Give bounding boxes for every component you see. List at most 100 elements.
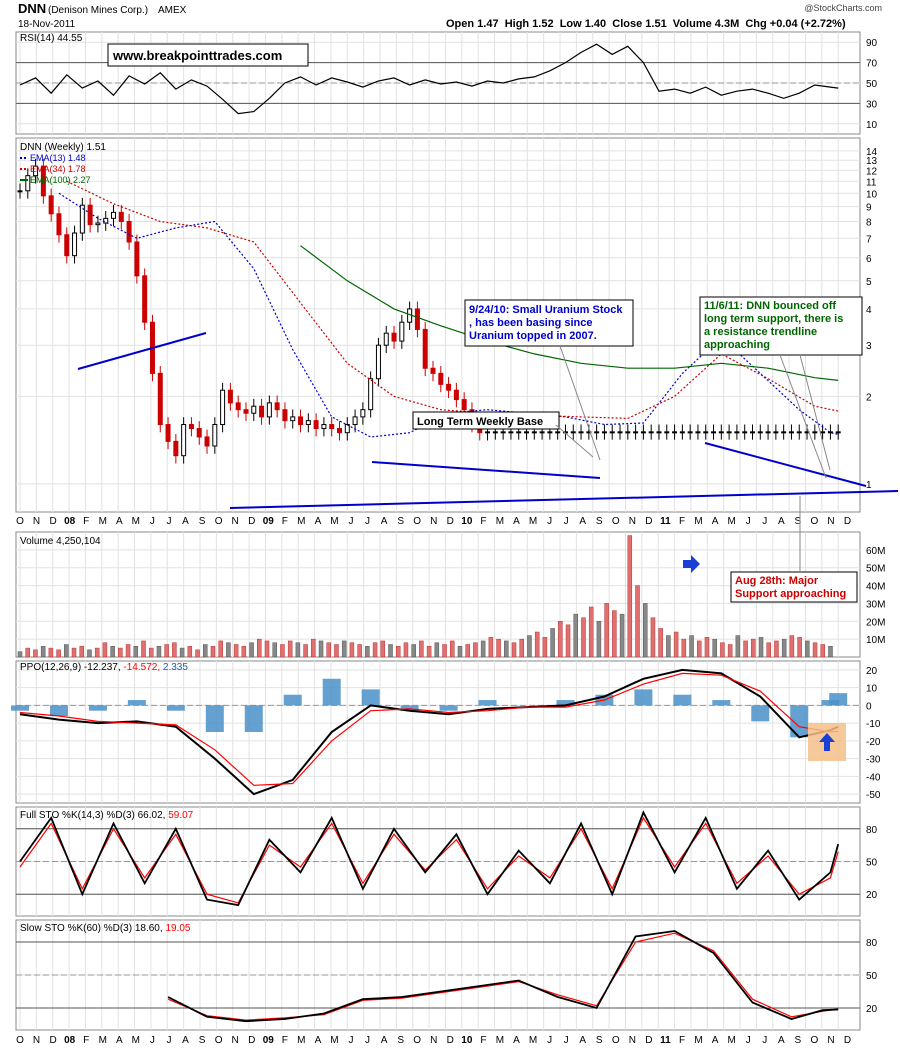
volume-title: Volume 4,250,104 (20, 536, 101, 547)
candle-body (72, 232, 78, 257)
x-tick: M (99, 516, 107, 527)
volume-bar (426, 646, 432, 658)
x-tick: 08 (64, 516, 76, 527)
candle-body (383, 332, 389, 346)
x-tick-bottom: J (150, 1035, 155, 1046)
candle-body (235, 402, 241, 411)
candle-body (788, 431, 794, 434)
candle-body (664, 431, 670, 434)
candle-body (640, 431, 646, 434)
volume-bar (658, 628, 663, 658)
volume-bar (635, 585, 640, 658)
price-y-tick: 13 (866, 156, 878, 167)
x-tick: J (746, 516, 751, 527)
callout-box-base (464, 299, 634, 347)
volume-bar (118, 647, 123, 658)
volume-bar (172, 642, 177, 658)
candle-body (220, 389, 226, 426)
volume-bar (419, 640, 424, 658)
blue-arrow-icon (683, 555, 700, 573)
x-tick-bottom: A (116, 1035, 123, 1046)
volume-bar (148, 647, 154, 658)
candle-body (111, 211, 117, 219)
ema-2-line (300, 245, 839, 381)
volume-bar (720, 642, 725, 658)
volume-bar (195, 649, 200, 658)
candle-body (547, 431, 553, 434)
volume-bar (442, 644, 447, 658)
x-tick-bottom: S (397, 1035, 404, 1046)
full-sto-title: Full STO %K(14,3) %D(3) 66.02, 59.07 (20, 810, 194, 821)
ppo-frame (15, 660, 861, 804)
candle-body (188, 424, 194, 430)
candle-body (718, 431, 724, 434)
ppo-title: PPO(12,26,9) -12.237, -14.572, 2.335 (20, 662, 188, 673)
volume-bar (64, 644, 69, 658)
volume-bar (341, 640, 347, 658)
x-tick: F (480, 516, 486, 527)
x-tick: A (381, 516, 388, 527)
candle-body (321, 424, 327, 430)
volume-bar (303, 644, 308, 658)
volume-bar (550, 628, 555, 658)
volume-bar (334, 644, 339, 658)
ppo-histogram-bar (11, 705, 29, 711)
volume-bar (450, 640, 455, 658)
x-tick-bottom: S (199, 1035, 206, 1046)
candle-body (453, 389, 459, 401)
x-tick-bottom: D (49, 1035, 56, 1046)
x-tick-bottom: D (844, 1035, 851, 1046)
rsi-y-tick: 30 (866, 99, 878, 110)
candle-body (633, 431, 639, 434)
candle-body (812, 431, 818, 434)
ppo-histogram-bar (478, 700, 497, 706)
volume-bar (666, 635, 671, 658)
volume-bar (457, 646, 463, 658)
candle-body (446, 383, 452, 391)
rsi-y-tick: 10 (866, 120, 878, 131)
volume-bar (689, 635, 694, 658)
volume-y-tick: 50M (866, 564, 885, 575)
candle-body (734, 431, 740, 434)
volume-bar (372, 642, 378, 658)
candle-body (212, 424, 218, 447)
ppo-y-tick: 0 (866, 701, 872, 712)
candle-body (531, 431, 537, 434)
volume-bar (56, 649, 61, 658)
candle-body (173, 440, 179, 457)
volume-bar (403, 642, 409, 658)
candle-body (243, 409, 249, 414)
candle-body (399, 321, 405, 342)
candle-body (609, 431, 615, 434)
candle-body (648, 431, 654, 434)
x-tick-bottom: N (430, 1035, 437, 1046)
volume-bar (604, 603, 609, 658)
x-tick-bottom: F (282, 1035, 288, 1046)
volume-bar (650, 617, 656, 658)
callout-pointer (779, 354, 827, 479)
candle-body (516, 431, 522, 434)
rsi-y-tick: 50 (866, 79, 878, 90)
x-tick-bottom: 09 (263, 1035, 275, 1046)
price-y-tick: 7 (866, 234, 872, 245)
candle-body (796, 431, 802, 434)
candle-body (79, 204, 85, 234)
volume-bar (395, 646, 401, 658)
price-y-tick: 4 (866, 305, 872, 316)
x-tick: F (679, 516, 685, 527)
x-tick-bottom: J (547, 1035, 552, 1046)
x-tick-bottom: O (16, 1035, 24, 1046)
volume-bar (758, 637, 764, 658)
candle-body (835, 431, 841, 434)
candle-body (625, 431, 631, 434)
volume-bar (102, 642, 108, 658)
candle-body (329, 424, 335, 430)
volume-bar (797, 637, 802, 658)
volume-bar (380, 640, 386, 658)
full-sto-pct-k-line (19, 810, 840, 907)
x-tick-bottom: N (33, 1035, 40, 1046)
ppo-y-tick: -50 (866, 790, 881, 801)
volume-y-tick: 60M (866, 546, 885, 557)
volume-bar (558, 621, 563, 658)
price-y-tick: 2 (866, 392, 872, 403)
